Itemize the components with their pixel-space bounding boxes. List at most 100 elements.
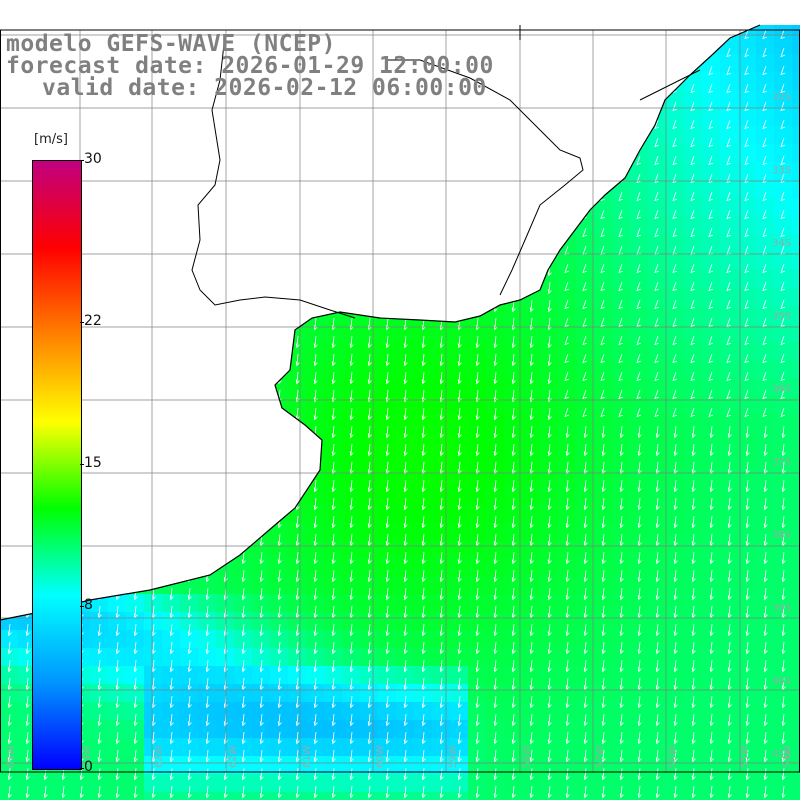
field-cell xyxy=(630,540,649,559)
wind-arrow xyxy=(367,191,372,205)
wind-arrow xyxy=(295,713,300,727)
field-cell xyxy=(342,594,361,613)
field-cell xyxy=(396,666,415,685)
field-cell xyxy=(324,720,343,739)
wind-arrow xyxy=(691,749,696,763)
wind-arrow xyxy=(744,227,749,238)
wind-arrow xyxy=(403,371,408,385)
field-cell xyxy=(468,720,487,739)
wind-arrow xyxy=(529,515,534,529)
wind-arrow xyxy=(781,461,786,475)
field-cell xyxy=(504,0,523,19)
wind-arrow xyxy=(565,461,570,475)
field-cell xyxy=(522,198,541,217)
field-cell xyxy=(594,558,613,577)
wind-arrow xyxy=(708,227,713,238)
field-cell xyxy=(198,486,217,505)
wind-arrow xyxy=(529,587,534,601)
field-cell xyxy=(468,486,487,505)
country-border xyxy=(639,69,701,101)
wind-arrow xyxy=(673,479,678,493)
wind-arrow xyxy=(385,443,390,457)
wind-arrow xyxy=(277,767,282,781)
field-cell xyxy=(738,180,757,199)
field-cell xyxy=(378,630,397,649)
wind-arrow xyxy=(331,533,336,547)
field-cell xyxy=(234,342,253,361)
field-cell xyxy=(90,756,109,775)
field-cell xyxy=(306,774,325,793)
field-cell xyxy=(576,378,595,397)
field-cell xyxy=(684,72,703,91)
wind-arrow xyxy=(349,137,354,151)
wind-arrow xyxy=(619,425,624,439)
field-cell xyxy=(720,594,739,613)
field-cell xyxy=(180,648,199,667)
wind-arrow xyxy=(367,335,372,349)
field-cell xyxy=(792,558,800,577)
field-cell xyxy=(270,720,289,739)
wind-arrow xyxy=(367,533,372,547)
field-cell xyxy=(792,90,800,109)
field-cell xyxy=(360,144,379,163)
field-cell xyxy=(0,108,19,127)
field-cell xyxy=(792,720,800,739)
wind-arrow xyxy=(493,461,498,475)
wind-arrow xyxy=(655,695,660,709)
field-cell xyxy=(90,0,109,19)
field-cell xyxy=(234,396,253,415)
field-cell xyxy=(270,576,289,595)
wind-arrow xyxy=(295,119,300,133)
field-cell xyxy=(756,378,775,397)
field-cell xyxy=(558,432,577,451)
wind-arrow xyxy=(241,605,246,619)
wind-arrow xyxy=(295,533,300,547)
wind-arrow xyxy=(421,407,426,421)
field-cell xyxy=(774,522,793,541)
field-cell xyxy=(396,162,415,181)
wind-arrow xyxy=(7,641,12,655)
field-cell xyxy=(666,144,685,163)
wind-arrow xyxy=(367,785,372,799)
field-cell xyxy=(630,378,649,397)
field-cell xyxy=(198,342,217,361)
field-cell xyxy=(180,486,199,505)
field-cell xyxy=(432,144,451,163)
lat-label: 40S xyxy=(772,676,791,687)
field-cell xyxy=(684,630,703,649)
field-cell xyxy=(252,702,271,721)
wind-arrow xyxy=(475,515,480,529)
wind-arrow xyxy=(439,587,444,601)
field-cell xyxy=(792,108,800,127)
field-cell xyxy=(108,252,127,271)
field-cell xyxy=(162,702,181,721)
wind-arrow xyxy=(601,677,606,691)
wind-arrow xyxy=(421,245,426,259)
field-cell xyxy=(144,306,163,325)
field-cell xyxy=(666,558,685,577)
field-cell xyxy=(558,666,577,685)
wind-arrow xyxy=(367,569,372,583)
field-cell xyxy=(450,432,469,451)
wind-arrow xyxy=(259,659,264,673)
wind-arrow xyxy=(565,443,570,457)
field-cell xyxy=(594,324,613,343)
wind-arrow xyxy=(457,407,462,421)
field-cell xyxy=(648,216,667,235)
field-cell xyxy=(666,540,685,559)
field-cell xyxy=(792,594,800,613)
wind-arrow xyxy=(205,245,210,259)
field-cell xyxy=(234,378,253,397)
wind-arrow xyxy=(744,389,749,400)
field-cell xyxy=(486,90,505,109)
field-cell xyxy=(558,684,577,703)
field-cell xyxy=(540,72,559,91)
field-cell xyxy=(216,432,235,451)
wind-arrow xyxy=(673,551,678,565)
field-cell xyxy=(288,540,307,559)
field-cell xyxy=(774,576,793,595)
wind-arrow xyxy=(493,749,498,763)
wind-arrow xyxy=(151,623,156,637)
field-cell xyxy=(774,432,793,451)
wind-arrow xyxy=(115,659,120,673)
